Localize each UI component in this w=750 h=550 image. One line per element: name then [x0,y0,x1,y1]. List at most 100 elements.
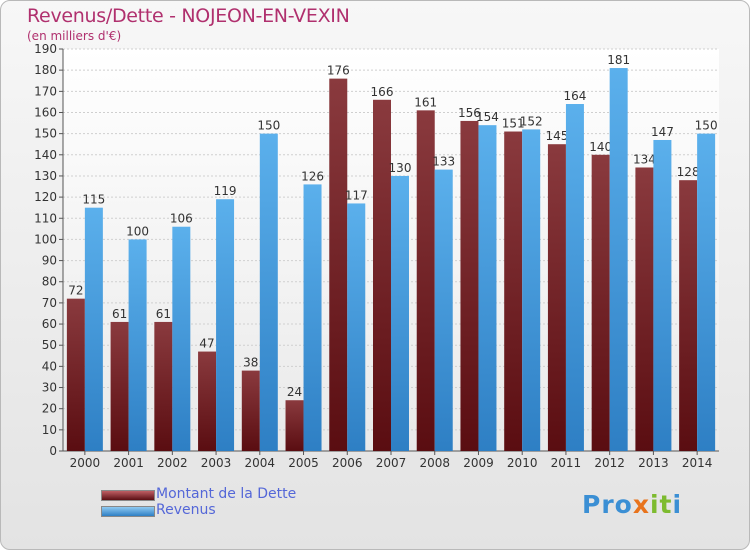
bar-revenus-2014 [697,133,716,451]
data-label-dette-2003: 47 [199,337,214,351]
data-label-dette-2002: 61 [156,307,171,321]
data-label-revenus-2010: 152 [520,114,543,128]
data-label-dette-2004: 38 [243,356,258,370]
x-tick-label-2001: 2001 [113,456,144,470]
bar-dette-2010 [504,131,523,451]
bar-revenus-2006 [347,203,366,451]
legend-swatch-dette [101,490,155,501]
proxiti-logo: Proxiti [582,490,683,519]
data-label-dette-2006: 176 [327,64,350,78]
x-tick-label-2008: 2008 [419,456,450,470]
x-tick-label-2009: 2009 [463,456,494,470]
data-label-revenus-2013: 147 [651,125,674,139]
data-label-dette-2007: 166 [371,85,394,99]
bar-revenus-2002 [172,226,191,451]
bar-revenus-2007 [391,175,409,451]
data-label-revenus-2012: 181 [607,53,630,67]
y-tick-label: 30 [42,381,57,395]
data-label-dette-2011: 145 [545,129,568,143]
chart-title: Revenus/Dette - NOJEON-EN-VEXIN [27,5,350,27]
y-tick-label: 10 [42,423,57,437]
data-label-revenus-2000: 115 [82,193,105,207]
x-tick-label-2010: 2010 [507,456,538,470]
data-label-revenus-2006: 117 [345,188,368,202]
data-label-dette-2014: 128 [677,165,700,179]
y-tick-label: 170 [34,84,57,98]
bar-dette-2004 [241,370,260,451]
y-tick-label: 190 [34,42,57,56]
y-tick-label: 100 [34,232,57,246]
data-label-dette-2009: 156 [458,106,481,120]
x-tick-label-2013: 2013 [638,456,669,470]
data-label-revenus-2005: 126 [301,169,324,183]
x-tick-label-2012: 2012 [594,456,625,470]
y-tick-label: 180 [34,63,57,77]
bar-dette-2006 [329,78,348,451]
y-tick-label: 150 [34,127,57,141]
bar-revenus-2011 [565,104,584,451]
x-tick-label-2004: 2004 [245,456,276,470]
x-tick-label-2011: 2011 [551,456,582,470]
legend-label-revenus: Revenus [156,502,216,518]
x-tick-label-2005: 2005 [288,456,319,470]
data-label-revenus-2007: 130 [389,161,412,175]
data-label-dette-2001: 61 [112,307,127,321]
bar-dette-2007 [373,99,391,452]
bar-dette-2005 [285,400,304,451]
data-label-revenus-2002: 106 [170,212,193,226]
x-tick-label-2003: 2003 [201,456,232,470]
data-label-dette-2010: 151 [502,117,525,131]
y-tick-label: 140 [34,148,57,162]
bar-dette-2012 [591,154,610,451]
y-tick-label: 50 [42,338,57,352]
bar-revenus-2013 [653,139,672,451]
bar-dette-2002 [154,321,173,451]
data-label-revenus-2011: 164 [563,89,586,103]
bar-dette-2013 [635,167,654,452]
bar-dette-2001 [110,321,129,451]
y-tick-label: 120 [34,190,57,204]
bar-dette-2014 [679,180,698,451]
y-tick-label: 80 [42,275,57,289]
y-tick-label: 40 [42,359,57,373]
bar-revenus-2000 [84,207,103,451]
bar-dette-2008 [416,110,435,451]
bar-revenus-2010 [522,129,541,451]
data-label-revenus-2014: 150 [695,119,718,133]
data-label-revenus-2008: 133 [432,155,455,169]
data-label-revenus-2009: 154 [476,110,499,124]
legend-swatch-revenus [101,506,155,517]
bar-revenus-2001 [128,239,147,451]
data-label-revenus-2001: 100 [126,224,149,238]
bar-revenus-2009 [478,125,497,451]
data-label-revenus-2004: 150 [257,119,280,133]
y-tick-label: 160 [34,105,57,119]
y-tick-label: 130 [34,169,57,183]
bar-dette-2011 [547,144,566,452]
y-tick-label: 70 [42,296,57,310]
bar-dette-2000 [66,298,85,451]
data-label-dette-2008: 161 [414,95,437,109]
data-label-revenus-2003: 119 [214,184,237,198]
data-label-dette-2005: 24 [287,385,302,399]
bar-revenus-2012 [609,68,628,451]
x-tick-label-2002: 2002 [157,456,188,470]
y-tick-label: 60 [42,317,57,331]
bar-dette-2009 [460,120,479,452]
data-label-dette-2013: 134 [633,152,656,166]
y-tick-label: 0 [49,444,57,458]
bar-revenus-2008 [434,169,453,451]
x-tick-label-2014: 2014 [682,456,713,470]
bar-dette-2003 [198,351,217,451]
y-tick-label: 110 [34,211,57,225]
legend-label-dette: Montant de la Dette [156,486,297,502]
y-tick-label: 20 [42,402,57,416]
chart-subtitle: (en milliers d'€) [27,29,122,43]
bar-revenus-2005 [303,184,322,451]
x-tick-label-2000: 2000 [70,456,101,470]
y-tick-label: 90 [42,254,57,268]
bar-revenus-2003 [216,199,235,451]
x-tick-label-2006: 2006 [332,456,363,470]
